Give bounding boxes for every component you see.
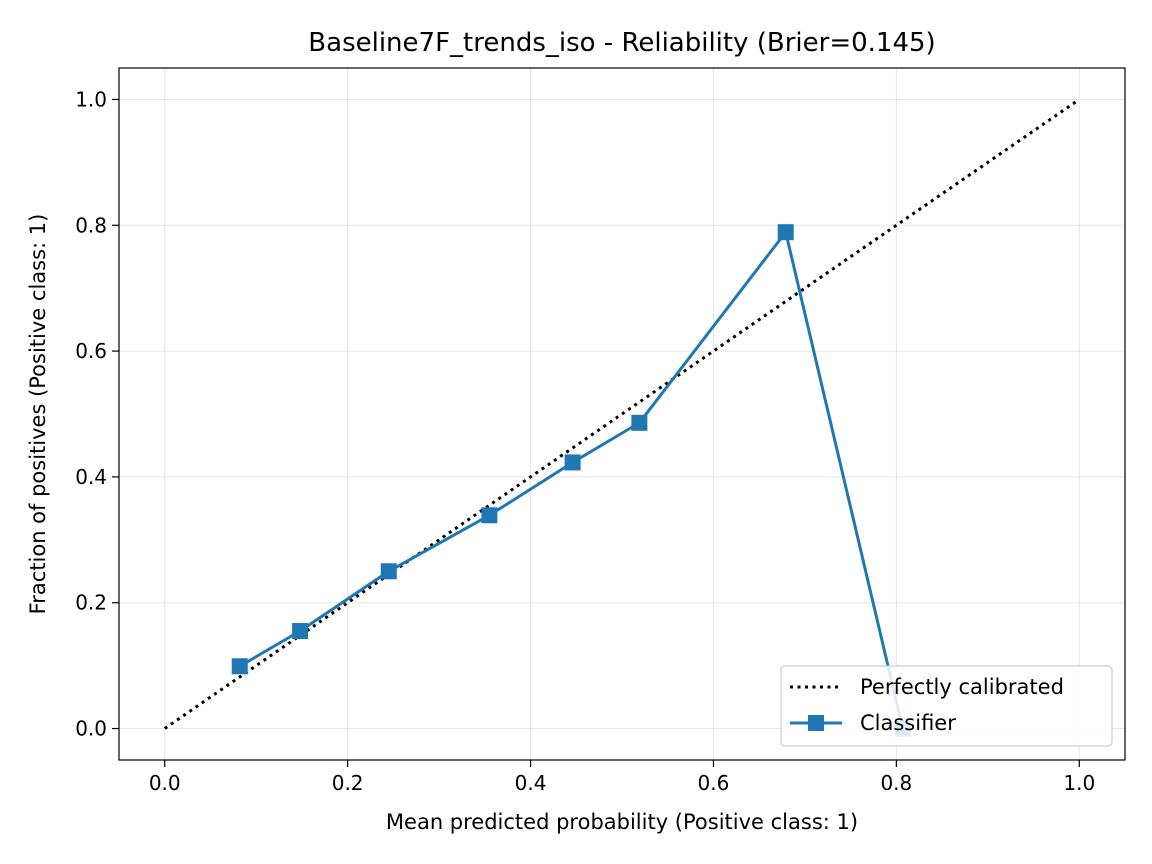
legend-label-classifier: Classifier bbox=[860, 711, 956, 735]
x-tick-label: 0.0 bbox=[149, 771, 181, 795]
x-axis-label: Mean predicted probability (Positive cla… bbox=[386, 810, 858, 834]
classifier-point bbox=[231, 658, 248, 675]
y-tick-label: 0.0 bbox=[75, 717, 107, 741]
chart-title: Baseline7F_trends_iso - Reliability (Bri… bbox=[308, 28, 935, 58]
x-tick-label: 0.6 bbox=[698, 771, 730, 795]
x-tick-label: 0.8 bbox=[880, 771, 912, 795]
y-tick-label: 0.2 bbox=[75, 591, 107, 615]
plot-frame bbox=[118, 67, 1126, 761]
classifier-point bbox=[292, 623, 309, 640]
classifier-point bbox=[777, 224, 794, 241]
grid-lines bbox=[119, 68, 1125, 760]
y-tick-label: 1.0 bbox=[75, 87, 107, 111]
legend-label-perfectly-calibrated: Perfectly calibrated bbox=[860, 675, 1064, 699]
classifier-point bbox=[564, 454, 581, 471]
y-tick-label: 0.4 bbox=[75, 465, 107, 489]
x-axis-ticks: 0.0 0.2 0.4 0.6 0.8 1.0 bbox=[149, 760, 1095, 795]
x-tick-label: 0.2 bbox=[332, 771, 364, 795]
legend-swatch-classifier-marker bbox=[808, 715, 824, 731]
y-axis-ticks: 0.0 0.2 0.4 0.6 0.8 1.0 bbox=[75, 87, 119, 741]
perfectly-calibrated-line bbox=[163, 98, 1081, 730]
classifier-line bbox=[238, 230, 905, 729]
legend-box bbox=[780, 665, 1113, 747]
y-tick-label: 0.8 bbox=[75, 213, 107, 237]
x-tick-label: 1.0 bbox=[1063, 771, 1095, 795]
y-axis-label: Fraction of positives (Positive class: 1… bbox=[26, 214, 50, 615]
y-tick-label: 0.6 bbox=[75, 339, 107, 363]
classifier-point bbox=[481, 507, 498, 524]
classifier-point bbox=[631, 414, 648, 431]
classifier-point bbox=[380, 563, 397, 580]
legend: Perfectly calibrated Classifier bbox=[780, 665, 1113, 747]
x-tick-label: 0.4 bbox=[515, 771, 547, 795]
